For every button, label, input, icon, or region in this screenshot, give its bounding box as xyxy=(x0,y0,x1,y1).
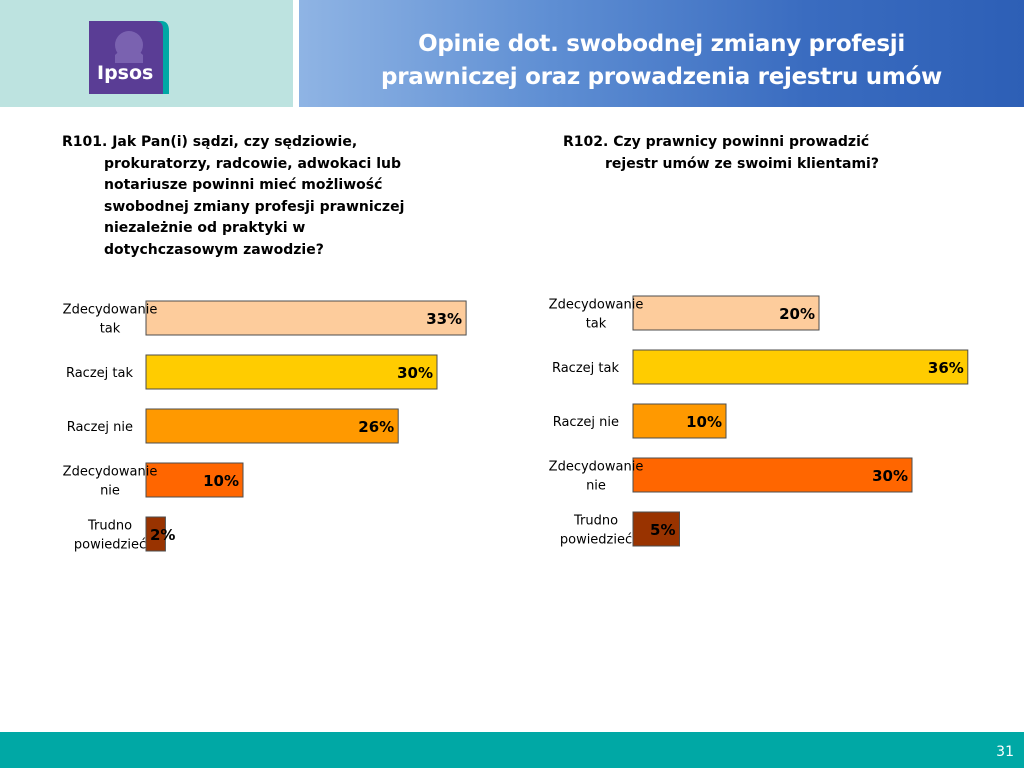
category-label: Zdecydowanie xyxy=(63,303,158,318)
category-label: Trudno xyxy=(573,514,618,529)
bar xyxy=(145,462,244,498)
bar-value-label: 20% xyxy=(779,305,815,323)
bar-value-label: 26% xyxy=(358,418,394,436)
bar xyxy=(632,295,820,331)
bar xyxy=(145,300,467,336)
bar xyxy=(145,354,438,390)
question-line: swobodnej zmiany profesji prawniczej xyxy=(104,198,405,215)
bar-value-label: 2% xyxy=(150,526,175,544)
category-label: Raczej nie xyxy=(67,420,133,435)
bar xyxy=(145,408,399,444)
category-label: Raczej tak xyxy=(66,366,133,381)
bar xyxy=(632,511,680,547)
bar-value-label: 5% xyxy=(650,521,675,539)
bar-value-label: 30% xyxy=(872,467,908,485)
bar xyxy=(632,403,727,439)
category-label: tak xyxy=(586,317,607,332)
category-label: tak xyxy=(100,322,121,337)
question-line: R102. Czy prawnicy powinni prowadzić xyxy=(563,134,870,150)
page-number: 31 xyxy=(996,744,1014,760)
logo-panel: Ipsos xyxy=(0,0,293,107)
question-line: notariusze powinni mieć możliwość xyxy=(104,177,383,193)
question-line: niezależnie od praktyki w xyxy=(104,220,306,236)
category-label: Trudno xyxy=(87,519,132,534)
bar-value-label: 36% xyxy=(928,359,964,377)
bar xyxy=(632,457,913,493)
category-label: Raczej nie xyxy=(553,415,619,430)
page-title-line-2: prawniczej oraz prowadzenia rejestru umó… xyxy=(381,64,942,90)
bar-value-label: 10% xyxy=(686,413,722,431)
ipsos-logo: Ipsos xyxy=(89,21,169,94)
bar-value-label: 30% xyxy=(397,364,433,382)
category-label: Zdecydowanie xyxy=(63,465,158,480)
question-line: prokuratorzy, radcowie, adwokaci lub xyxy=(104,155,402,172)
category-label: Zdecydowanie xyxy=(549,298,644,313)
question-r101: R101. Jak Pan(i) sądzi, czy sędziowie, p… xyxy=(62,132,404,261)
footer-bar: 31 xyxy=(0,732,1024,768)
category-label: nie xyxy=(586,479,606,494)
page-title: Opinie dot. swobodnej zmiany profesji pr… xyxy=(299,28,1024,94)
question-line: R101. Jak Pan(i) sądzi, czy sędziowie, xyxy=(62,134,358,150)
category-label: Zdecydowanie xyxy=(549,460,644,475)
bar xyxy=(632,349,969,385)
title-panel: Opinie dot. swobodnej zmiany profesji pr… xyxy=(299,0,1024,107)
logo-text: Ipsos xyxy=(97,62,153,84)
question-line: rejestr umów ze swoimi klientami? xyxy=(605,155,879,172)
bar xyxy=(145,516,166,552)
bar-value-label: 33% xyxy=(426,310,462,328)
category-label: powiedzieć xyxy=(74,538,146,553)
category-label: nie xyxy=(100,484,120,499)
question-r102: R102. Czy prawnicy powinni prowadzić rej… xyxy=(563,132,879,175)
category-label: Raczej tak xyxy=(552,361,619,376)
page-title-line-1: Opinie dot. swobodnej zmiany profesji xyxy=(418,31,905,57)
chart-r101: 33% Zdecydowanie tak 30% Raczej tak 26% Raczej… xyxy=(63,300,467,553)
chart-r102: 20% Zdecydowanie tak 36% Raczej tak 10% Raczej… xyxy=(549,295,969,548)
bar-value-label: 10% xyxy=(203,472,239,490)
category-label: powiedzieć xyxy=(560,533,632,548)
question-line: dotychczasowym zawodzie? xyxy=(104,241,324,258)
